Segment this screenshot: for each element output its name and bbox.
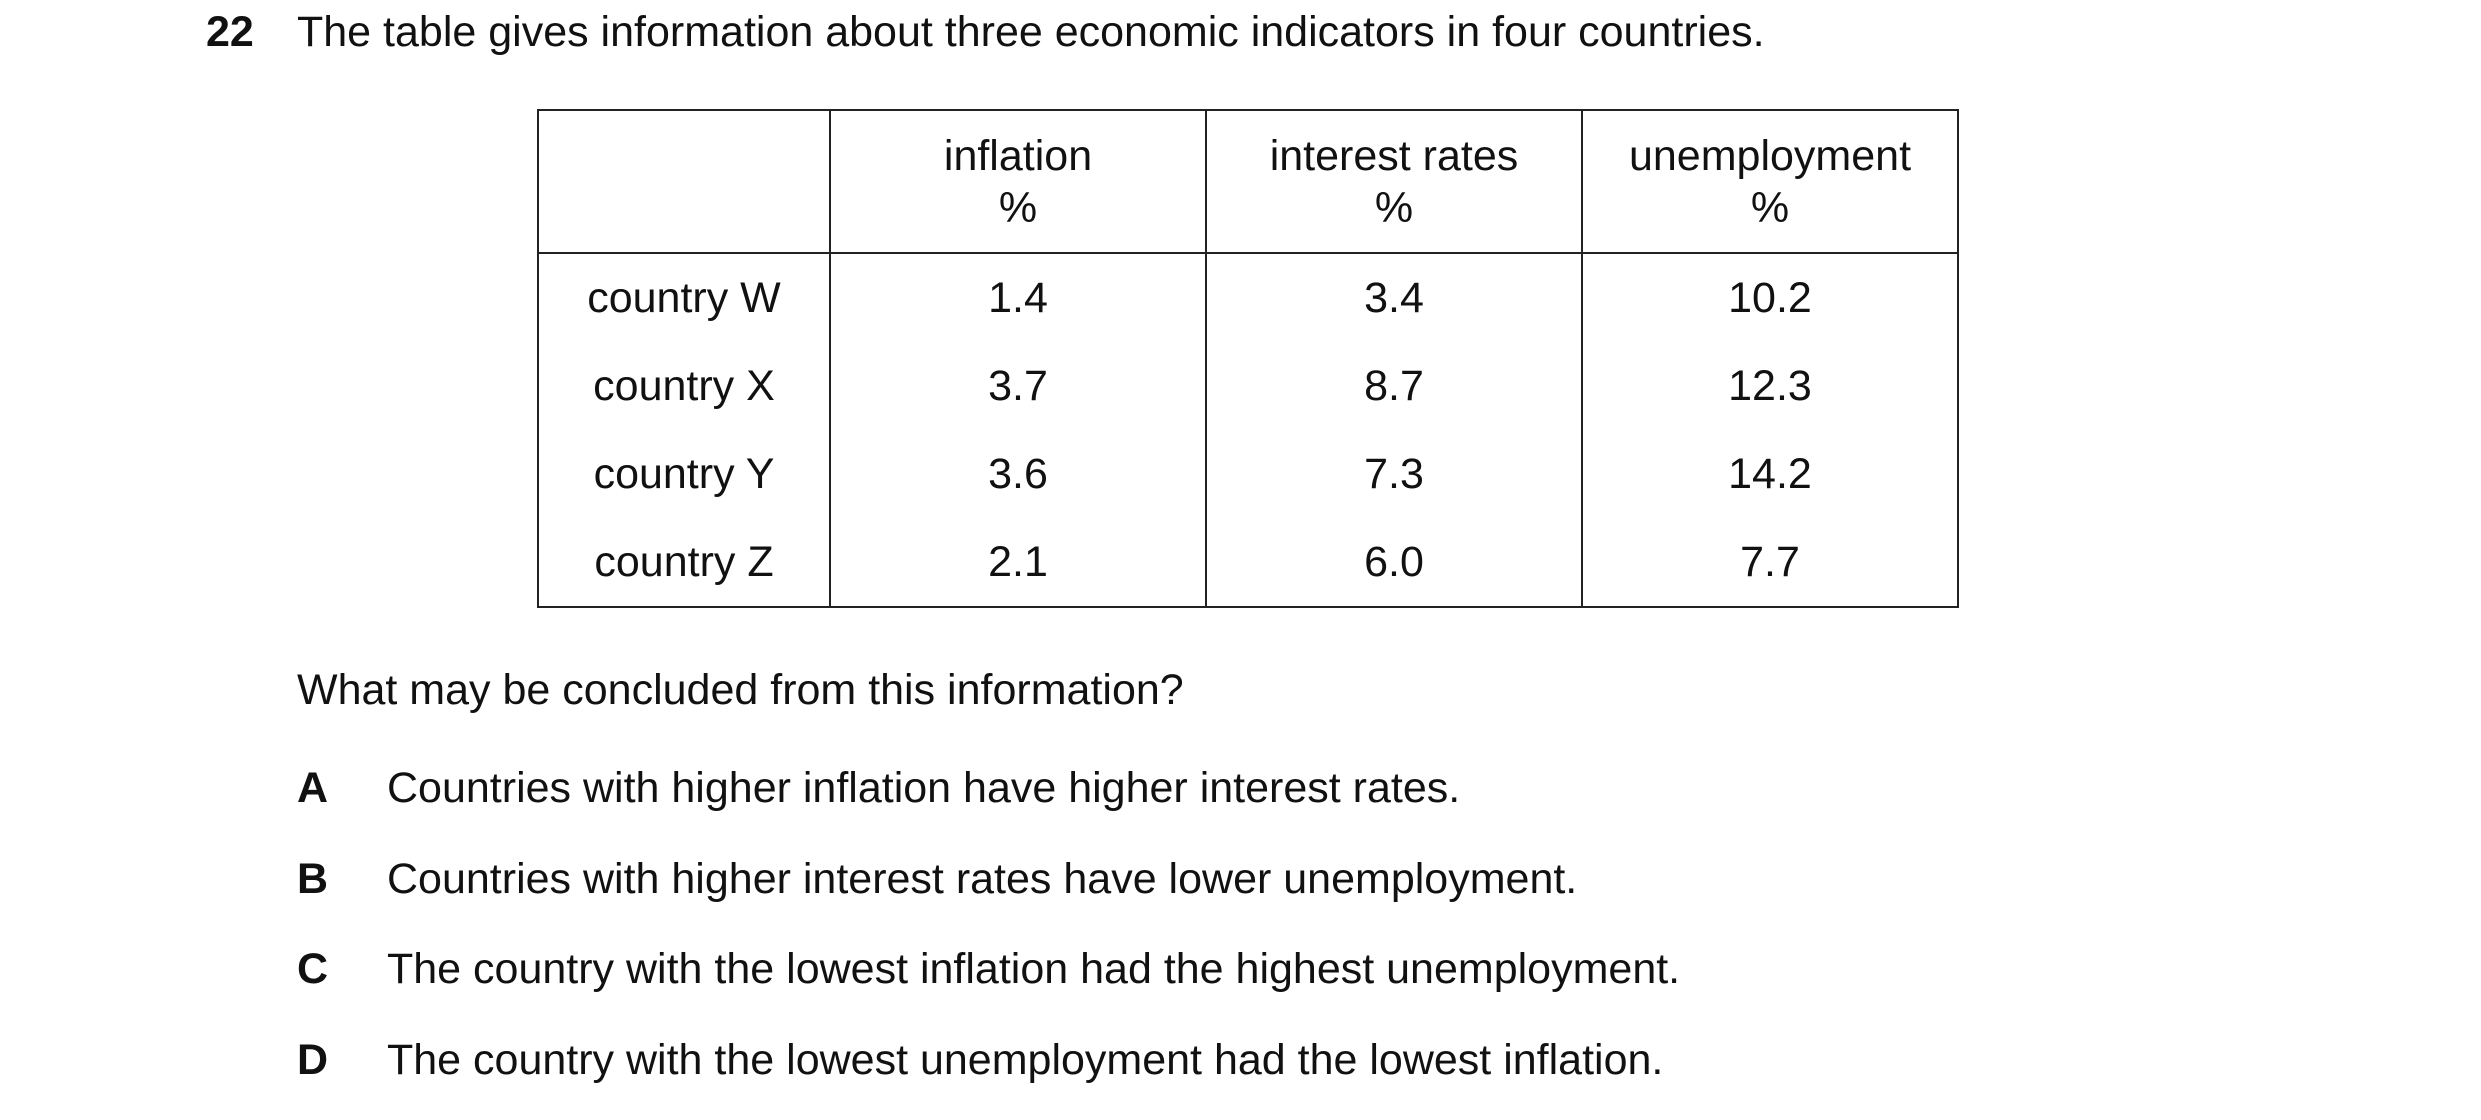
header-blank-cell (537, 109, 831, 254)
inflation-cell: 1.4 (829, 253, 1207, 342)
interest-cell: 6.0 (1205, 518, 1583, 608)
question-stem: The table gives information about three … (297, 8, 1765, 56)
answer-option-b[interactable]: B Countries with higher interest rates ha… (297, 853, 1577, 905)
option-text: Countries with higher inflation have hig… (387, 764, 1461, 812)
answer-option-a[interactable]: A Countries with higher inflation have hi… (297, 762, 1460, 814)
country-name-cell: country Z (537, 518, 831, 608)
table-row: country Z 2.1 6.0 7.7 (537, 518, 1959, 608)
answer-option-c[interactable]: C The country with the lowest inflation h… (297, 943, 1680, 995)
unemployment-cell: 7.7 (1581, 518, 1959, 608)
option-letter: B (297, 855, 329, 903)
header-inflation: inflation % (829, 109, 1207, 254)
economic-indicators-table: inflation % interest rates % unemploymen… (537, 109, 1959, 608)
question-number: 22 (206, 8, 254, 56)
header-unemployment: unemployment % (1581, 109, 1959, 254)
question-prompt: What may be concluded from this informat… (297, 666, 1184, 714)
header-inflation-unit: % (998, 183, 1038, 232)
option-letter: A (297, 764, 329, 812)
inflation-cell: 2.1 (829, 518, 1207, 608)
header-interest-rates-label: interest rates (1269, 131, 1519, 180)
inflation-cell: 3.7 (829, 342, 1207, 430)
option-text: The country with the lowest unemployment… (387, 1036, 1664, 1084)
header-unemployment-unit: % (1750, 183, 1790, 232)
option-text: The country with the lowest inflation ha… (387, 945, 1681, 993)
header-unemployment-label: unemployment (1628, 131, 1912, 180)
inflation-cell: 3.6 (829, 430, 1207, 518)
option-letter: D (297, 1036, 329, 1084)
header-interest-rates: interest rates % (1205, 109, 1583, 254)
unemployment-cell: 10.2 (1581, 253, 1959, 342)
option-text: Countries with higher interest rates hav… (387, 855, 1578, 903)
table-row: country Y 3.6 7.3 14.2 (537, 430, 1959, 518)
unemployment-cell: 12.3 (1581, 342, 1959, 430)
header-inflation-label: inflation (943, 131, 1093, 180)
option-letter: C (297, 945, 329, 993)
unemployment-cell: 14.2 (1581, 430, 1959, 518)
table-row: country X 3.7 8.7 12.3 (537, 342, 1959, 430)
table-header-row: inflation % interest rates % unemploymen… (537, 109, 1959, 254)
header-interest-rates-unit: % (1374, 183, 1414, 232)
country-name-cell: country W (537, 253, 831, 342)
table-row: country W 1.4 3.4 10.2 (537, 253, 1959, 342)
country-name-cell: country Y (537, 430, 831, 518)
interest-cell: 3.4 (1205, 253, 1583, 342)
interest-cell: 8.7 (1205, 342, 1583, 430)
country-name-cell: country X (537, 342, 831, 430)
answer-option-d[interactable]: D The country with the lowest unemploymen… (297, 1034, 1663, 1086)
interest-cell: 7.3 (1205, 430, 1583, 518)
